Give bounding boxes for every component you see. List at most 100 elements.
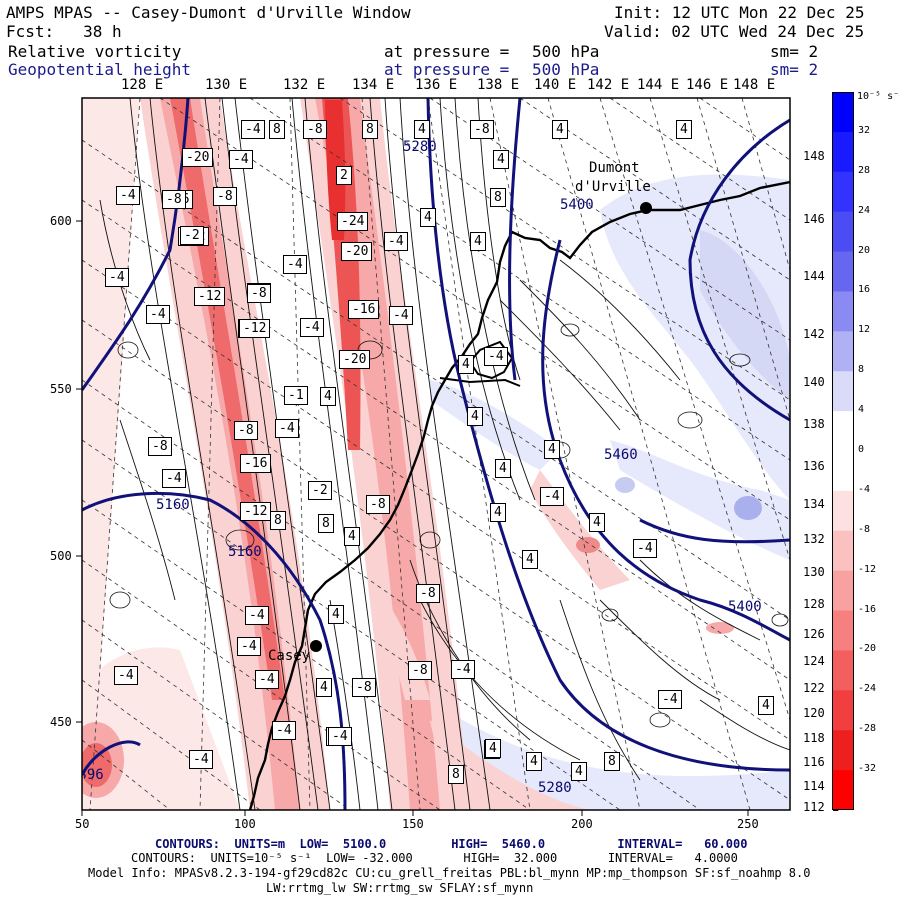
colorbar-tick-label: -12 xyxy=(858,563,877,575)
vorticity-value-label: 4 xyxy=(571,762,587,781)
vorticity-value-label: -4 xyxy=(633,539,657,558)
vorticity-value-label: -4 xyxy=(237,637,261,656)
vorticity-value-label: -4 xyxy=(245,606,269,625)
vorticity-value-label: 4 xyxy=(495,459,511,478)
vorticity-value-label: -4 xyxy=(540,487,564,506)
height-contour-label: 5400 xyxy=(728,599,762,615)
x-tick-label: 150 xyxy=(402,817,424,831)
vorticity-value-label: -8 xyxy=(162,190,186,209)
colorbar xyxy=(832,92,854,810)
vorticity-value-label: -12 xyxy=(239,319,271,338)
contours-height-info: CONTOURS: UNITS=m LOW= 5100.0 HIGH= 5460… xyxy=(155,837,748,851)
vorticity-value-label: -4 xyxy=(116,186,140,205)
vorticity-value-label: -8 xyxy=(408,661,432,680)
top-lon-label: 144 E xyxy=(637,77,680,93)
field2-smoothing: sm= 2 xyxy=(770,60,819,79)
vorticity-value-label: 4 xyxy=(328,605,344,624)
vorticity-value-label: -16 xyxy=(348,300,380,319)
vorticity-value-label: 8 xyxy=(362,120,378,139)
vorticity-value-label: -4 xyxy=(162,469,186,488)
vorticity-value-label: 4 xyxy=(526,752,542,771)
model-info-physics: LW:rrtmg_lw SW:rrtmg_sw SFLAY:sf_mynn xyxy=(266,881,534,895)
vorticity-value-label: -4 xyxy=(484,347,508,366)
top-lon-label: 128 E xyxy=(121,77,164,93)
vorticity-value-label: 8 xyxy=(604,752,620,771)
vorticity-value-label: 4 xyxy=(493,150,509,169)
vorticity-value-label: -4 xyxy=(272,721,296,740)
colorbar-segment xyxy=(832,451,854,492)
vorticity-value-label: -4 xyxy=(146,305,170,324)
vorticity-value-label: -8 xyxy=(366,495,390,514)
colorbar-tick-label: -24 xyxy=(858,683,877,695)
y-tick-label: 500 xyxy=(50,549,72,563)
colorbar-segment xyxy=(832,251,854,292)
vorticity-value-label: -4 xyxy=(241,120,265,139)
vorticity-value-label: -16 xyxy=(240,454,272,473)
vorticity-value-label: -2 xyxy=(180,226,204,245)
vorticity-value-label: 4 xyxy=(320,387,336,406)
vorticity-value-label: 4 xyxy=(485,739,501,758)
colorbar-tick-label: 8 xyxy=(858,364,865,376)
x-tick-label: 50 xyxy=(75,817,90,831)
colorbar-segment xyxy=(832,770,854,810)
height-contour-label: 5396 xyxy=(70,767,104,783)
vorticity-value-label: -8 xyxy=(470,120,494,139)
vorticity-value-label: 8 xyxy=(448,765,464,784)
vorticity-value-label: -8 xyxy=(303,120,327,139)
colorbar-segment xyxy=(832,730,854,771)
vorticity-value-label: -4 xyxy=(658,690,682,709)
vorticity-value-label: 4 xyxy=(758,696,774,715)
y-tick-label: 450 xyxy=(50,715,72,729)
field2-name: Geopotential height xyxy=(8,60,192,79)
vorticity-value-label: 4 xyxy=(544,440,560,459)
colorbar-tick-label: 28 xyxy=(858,164,871,176)
vorticity-value-label: 4 xyxy=(316,678,332,697)
colorbar-tick-label: -8 xyxy=(858,523,871,535)
vorticity-value-label: -4 xyxy=(275,419,299,438)
top-lon-label: 136 E xyxy=(415,77,458,93)
place-label-dumont: Dumont xyxy=(589,160,640,176)
x-tick-label: 250 xyxy=(737,817,759,831)
top-lon-label: 140 E xyxy=(534,77,577,93)
vorticity-value-label: -24 xyxy=(337,212,369,231)
colorbar-tick-label: -16 xyxy=(858,603,877,615)
vorticity-value-label: 2 xyxy=(336,166,352,185)
forecast-hour: Fcst: 38 h xyxy=(6,22,122,41)
vorticity-value-label: -4 xyxy=(189,750,213,769)
vorticity-value-label: 4 xyxy=(490,503,506,522)
top-lon-label: 148 E xyxy=(733,77,776,93)
field2-pressure-label: at pressure = xyxy=(384,60,510,79)
vorticity-value-label: 8 xyxy=(269,120,285,139)
dumont-station-icon xyxy=(640,202,652,214)
model-info: Model Info: MPASv8.2.3-194-gf29cd82c CU:… xyxy=(88,866,811,880)
colorbar-segment xyxy=(832,92,854,133)
height-contour-label: 5160 xyxy=(228,544,262,560)
vorticity-value-label: -8 xyxy=(416,584,440,603)
colorbar-segment xyxy=(832,411,854,452)
colorbar-segment xyxy=(832,610,854,651)
vorticity-value-label: 4 xyxy=(414,120,430,139)
vorticity-value-label: 4 xyxy=(420,208,436,227)
top-lon-label: 138 E xyxy=(477,77,520,93)
x-tick-label: 200 xyxy=(571,817,593,831)
colorbar-tick-label: 16 xyxy=(858,284,871,296)
colorbar-tick-label: -4 xyxy=(858,483,871,495)
field1-pressure-label: at pressure = xyxy=(384,42,510,61)
vorticity-value-label: 4 xyxy=(458,355,474,374)
height-contour-label: 5460 xyxy=(604,447,638,463)
vorticity-value-label: 4 xyxy=(676,120,692,139)
vorticity-value-label: 8 xyxy=(270,511,286,530)
colorbar-tick-label: -20 xyxy=(858,643,877,655)
top-lon-label: 146 E xyxy=(686,77,729,93)
vorticity-value-label: -4 xyxy=(114,666,138,685)
colorbar-segment xyxy=(832,291,854,332)
vorticity-value-label: -20 xyxy=(341,242,373,261)
vorticity-value-label: -4 xyxy=(384,232,408,251)
vorticity-value-label: -20 xyxy=(339,350,371,369)
height-contour-label: 5280 xyxy=(403,139,437,155)
colorbar-segment xyxy=(832,371,854,412)
field1-smoothing: sm= 2 xyxy=(770,42,819,61)
vorticity-value-label: -4 xyxy=(389,306,413,325)
colorbar-tick-label: 20 xyxy=(858,244,871,256)
vorticity-value-label: 4 xyxy=(589,513,605,532)
